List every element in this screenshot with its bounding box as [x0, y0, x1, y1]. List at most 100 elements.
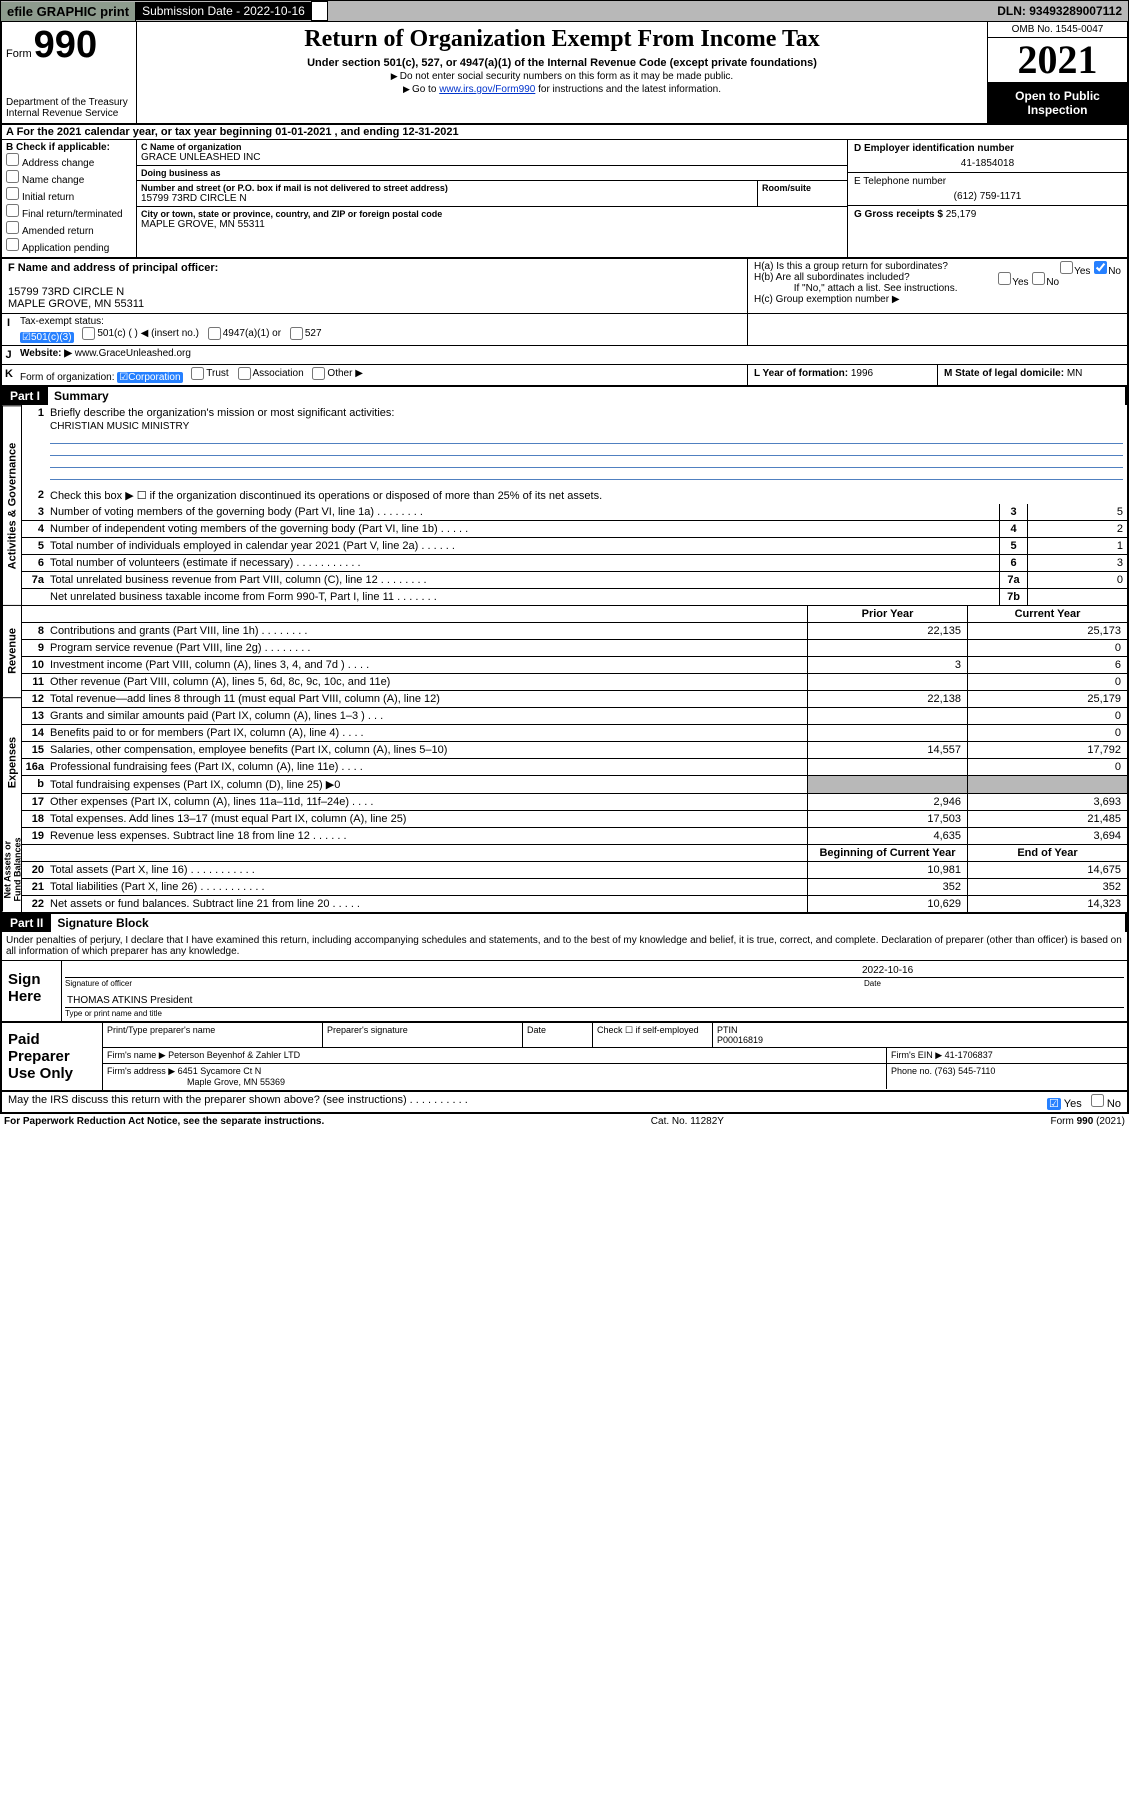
chk-501c[interactable]: 501(c) ( ) ◀ (insert no.) — [82, 327, 199, 340]
mission-rule — [50, 469, 1123, 480]
chk-name-change[interactable]: Name change — [6, 170, 132, 186]
part-i-title: Summary — [48, 387, 1125, 405]
mission-rule — [50, 457, 1123, 468]
mission-text: CHRISTIAN MUSIC MINISTRY — [50, 421, 1123, 432]
dba-cell: Doing business as — [137, 166, 847, 181]
street-value: 15799 73RD CIRCLE N — [141, 193, 753, 204]
chk-address-change[interactable]: Address change — [6, 153, 132, 169]
discuss-yesno[interactable]: ☑ Yes No — [1047, 1094, 1121, 1110]
chk-4947[interactable]: 4947(a)(1) or — [208, 327, 281, 340]
h-b-note: If "No," attach a list. See instructions… — [754, 283, 1121, 294]
col-spacer — [22, 606, 807, 622]
section-h: H(a) Is this a group return for subordin… — [747, 259, 1127, 313]
efile-print-button[interactable]: efile GRAPHIC print — [1, 2, 136, 21]
h-b: H(b) Are all subordinates included? — [754, 272, 910, 283]
h-b-yesno[interactable]: Yes No — [997, 272, 1059, 288]
chk-527[interactable]: 527 — [290, 327, 322, 340]
chk-corp[interactable]: ☑ Corporation — [117, 372, 182, 383]
omb-number: OMB No. 1545-0047 — [988, 22, 1127, 38]
form-org-label: Form of organization: — [20, 372, 115, 383]
form-id: Form 990 — [6, 24, 132, 67]
part-ii-title: Signature Block — [51, 914, 1125, 932]
chk-final-return[interactable]: Final return/terminated — [6, 204, 132, 220]
firm-name-cell: Firm's name ▶ Peterson Beyenhof & Zahler… — [103, 1048, 887, 1063]
row-a-period: A For the 2021 calendar year, or tax yea… — [0, 125, 1129, 140]
form-subtitle: Under section 501(c), 527, or 4947(a)(1)… — [307, 57, 817, 69]
room-label: Room/suite — [762, 183, 843, 193]
sec-k-marker: K — [2, 365, 16, 385]
col-beginning: Beginning of Current Year — [807, 845, 967, 861]
submission-date-label: Submission Date - 2022-10-16 — [136, 2, 311, 20]
sig-officer-label: Signature of officer — [65, 979, 864, 988]
form-word: Form — [6, 48, 32, 60]
website-row: Website: ▶ www.GraceUnleashed.org — [16, 346, 1127, 364]
officer-signature[interactable] — [67, 965, 862, 976]
chk-trust[interactable]: Trust — [191, 367, 228, 380]
mission-rule — [50, 433, 1123, 444]
prep-check-hdr[interactable]: Check ☐ if self-employed — [593, 1023, 713, 1047]
tax-status: Tax-exempt status: ☑ 501(c)(3) 501(c) ( … — [16, 314, 747, 345]
line1-desc: Briefly describe the organization's miss… — [46, 405, 1127, 421]
firm-phone-cell: Phone no. (763) 545-7110 — [887, 1064, 1127, 1089]
col-end: End of Year — [967, 845, 1127, 861]
vtab-activities: Activities & Governance — [2, 405, 22, 605]
chk-amended[interactable]: Amended return — [6, 221, 132, 237]
room-cell: Room/suite — [757, 181, 847, 206]
city-label: City or town, state or province, country… — [141, 209, 843, 219]
part-i-num: Part I — [2, 387, 48, 405]
chk-initial-return[interactable]: Initial return — [6, 187, 132, 203]
form990-link[interactable]: www.irs.gov/Form990 — [439, 84, 535, 95]
dln: DLN: 93493289007112 — [991, 2, 1128, 20]
col-current-year: Current Year — [967, 606, 1127, 622]
phone-label: E Telephone number — [854, 176, 946, 187]
gross-value: 25,179 — [946, 209, 977, 220]
ein-cell: D Employer identification number 41-1854… — [848, 140, 1127, 173]
section-b: B Check if applicable: Address change Na… — [2, 140, 137, 257]
chk-app-pending[interactable]: Application pending — [6, 238, 132, 254]
vtab-expenses: Expenses — [2, 697, 22, 827]
signature-declaration: Under penalties of perjury, I declare th… — [2, 932, 1127, 961]
firm-addr-cell: Firm's address ▶ 6451 Sycamore Ct NMaple… — [103, 1064, 887, 1089]
col-prior-year: Prior Year — [807, 606, 967, 622]
paid-preparer-label: Paid Preparer Use Only — [2, 1023, 102, 1090]
sec-l: L Year of formation: 1996 — [747, 365, 937, 385]
vtab-revenue: Revenue — [2, 605, 22, 697]
h-a-yesno[interactable]: Yes No — [1059, 261, 1121, 277]
phone-value: (612) 759-1171 — [854, 191, 1121, 202]
h-c-row — [747, 314, 1127, 345]
officer-name-label: Type or print name and title — [65, 1009, 1124, 1018]
form-note-2: Go to www.irs.gov/Form990 for instructio… — [403, 84, 721, 95]
form-number: 990 — [34, 24, 97, 67]
note2-pre: Go to — [403, 84, 439, 95]
website-value[interactable]: www.GraceUnleashed.org — [75, 348, 191, 359]
form-of-org: Form of organization: ☑ Corporation Trus… — [16, 365, 747, 385]
h-c: H(c) Group exemption number ▶ — [754, 294, 1121, 305]
prep-name-hdr: Print/Type preparer's name — [103, 1023, 323, 1047]
sec-i-marker: I — [2, 314, 16, 345]
phone-cell: E Telephone number (612) 759-1171 — [848, 173, 1127, 206]
prep-date-hdr: Date — [523, 1023, 593, 1047]
officer-addr2: MAPLE GROVE, MN 55311 — [8, 298, 144, 310]
gross-receipts-cell: G Gross receipts $ 25,179 — [848, 206, 1127, 223]
h-a: H(a) Is this a group return for subordin… — [754, 261, 948, 272]
dba-label: Doing business as — [141, 168, 843, 178]
mission-rule — [50, 445, 1123, 456]
section-f: F Name and address of principal officer:… — [2, 259, 747, 313]
signature-date: 2022-10-16 — [862, 965, 1122, 976]
form-title: Return of Organization Exempt From Incom… — [304, 26, 820, 53]
catalog-number: Cat. No. 11282Y — [651, 1116, 724, 1127]
chk-501c3[interactable]: ☑ 501(c)(3) — [20, 332, 74, 343]
street-cell: Number and street (or P.O. box if mail i… — [137, 181, 757, 206]
discuss-text: May the IRS discuss this return with the… — [8, 1094, 1047, 1110]
org-name-cell: C Name of organization GRACE UNLEASHED I… — [137, 140, 847, 166]
line2-desc: Check this box ▶ ☐ if the organization d… — [46, 487, 1127, 504]
sec-m: M State of legal domicile: MN — [937, 365, 1127, 385]
org-name: GRACE UNLEASHED INC — [141, 152, 843, 163]
firm-ein-cell: Firm's EIN ▶ 41-1706837 — [887, 1048, 1127, 1063]
open-to-public: Open to Public Inspection — [988, 83, 1127, 123]
paperwork-notice: For Paperwork Reduction Act Notice, see … — [4, 1116, 324, 1127]
org-name-label: C Name of organization — [141, 142, 843, 152]
chk-other[interactable]: Other ▶ — [312, 367, 362, 380]
part-ii-header: Part II Signature Block — [0, 914, 1129, 932]
chk-assoc[interactable]: Association — [238, 367, 304, 380]
